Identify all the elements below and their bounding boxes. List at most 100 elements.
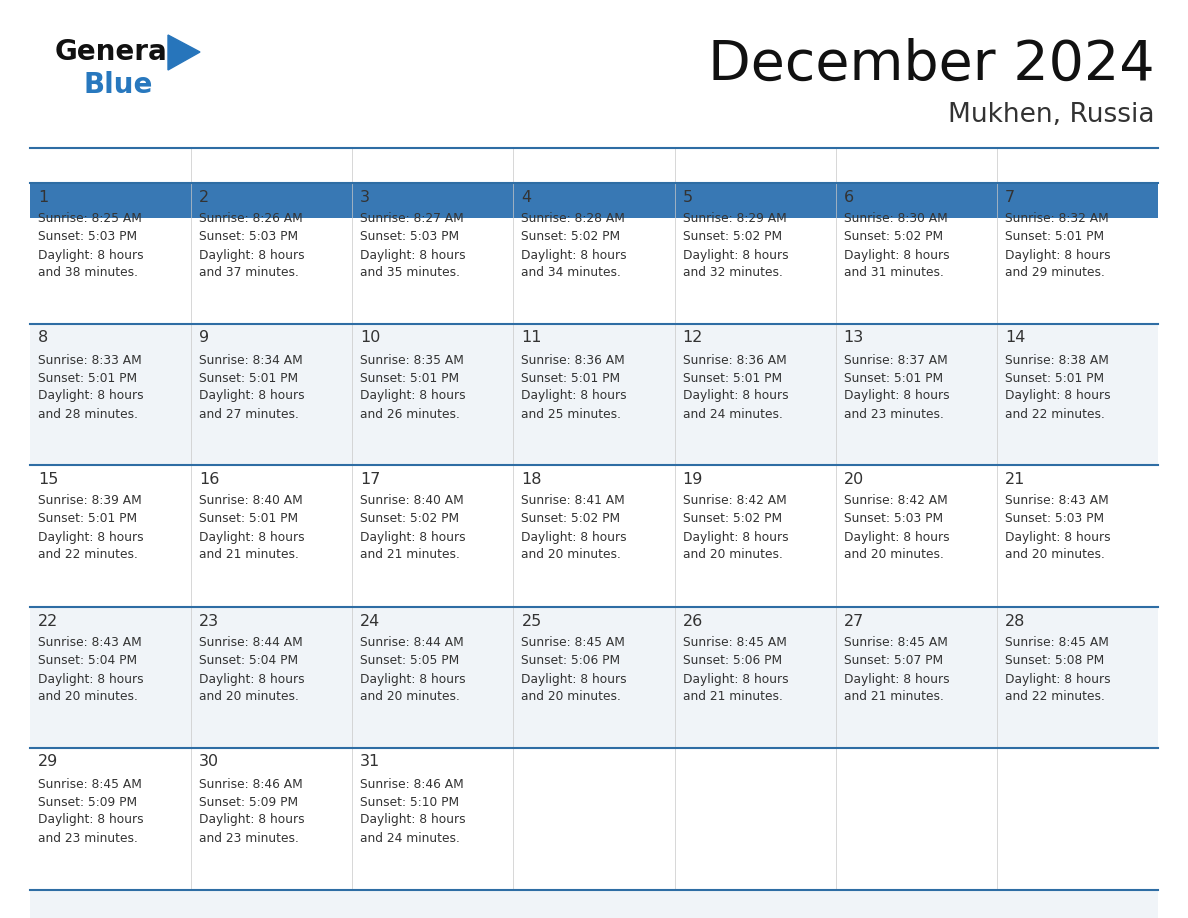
Text: and 32 minutes.: and 32 minutes. — [683, 266, 783, 279]
Bar — [997, 183, 1158, 218]
Bar — [835, 183, 997, 218]
Text: Sunset: 5:02 PM: Sunset: 5:02 PM — [360, 512, 460, 525]
Text: Blue: Blue — [83, 71, 152, 99]
Text: and 26 minutes.: and 26 minutes. — [360, 408, 460, 420]
Text: Daylight: 8 hours: Daylight: 8 hours — [38, 531, 144, 543]
Text: Daylight: 8 hours: Daylight: 8 hours — [360, 389, 466, 402]
Text: Sunrise: 8:36 AM: Sunrise: 8:36 AM — [683, 353, 786, 366]
Text: Daylight: 8 hours: Daylight: 8 hours — [360, 673, 466, 686]
Text: 7: 7 — [1005, 189, 1015, 205]
Text: Sunset: 5:02 PM: Sunset: 5:02 PM — [683, 512, 782, 525]
Bar — [353, 183, 513, 218]
Text: Sunset: 5:01 PM: Sunset: 5:01 PM — [1005, 372, 1104, 385]
Text: and 35 minutes.: and 35 minutes. — [360, 266, 460, 279]
Text: Friday: Friday — [843, 158, 892, 173]
Text: and 20 minutes.: and 20 minutes. — [38, 690, 138, 703]
Text: and 21 minutes.: and 21 minutes. — [200, 548, 299, 562]
Bar — [30, 748, 1158, 889]
Text: Sunset: 5:08 PM: Sunset: 5:08 PM — [1005, 655, 1104, 667]
Text: 28: 28 — [1005, 613, 1025, 629]
Text: 30: 30 — [200, 755, 220, 769]
Text: Sunset: 5:02 PM: Sunset: 5:02 PM — [522, 512, 620, 525]
Text: Daylight: 8 hours: Daylight: 8 hours — [200, 249, 305, 262]
Text: and 22 minutes.: and 22 minutes. — [1005, 690, 1105, 703]
Text: and 28 minutes.: and 28 minutes. — [38, 408, 138, 420]
Text: and 21 minutes.: and 21 minutes. — [843, 690, 943, 703]
Text: and 24 minutes.: and 24 minutes. — [683, 408, 783, 420]
Text: Sunrise: 8:46 AM: Sunrise: 8:46 AM — [200, 778, 303, 790]
Text: and 20 minutes.: and 20 minutes. — [843, 548, 943, 562]
Text: Sunrise: 8:45 AM: Sunrise: 8:45 AM — [683, 636, 786, 650]
Text: 16: 16 — [200, 472, 220, 487]
Bar — [30, 890, 1158, 918]
Text: Sunset: 5:07 PM: Sunset: 5:07 PM — [843, 655, 943, 667]
Text: Sunrise: 8:42 AM: Sunrise: 8:42 AM — [843, 495, 948, 508]
Text: Sunrise: 8:43 AM: Sunrise: 8:43 AM — [1005, 495, 1108, 508]
Bar — [30, 324, 1158, 465]
Text: Sunrise: 8:27 AM: Sunrise: 8:27 AM — [360, 212, 465, 226]
Text: Sunrise: 8:41 AM: Sunrise: 8:41 AM — [522, 495, 625, 508]
Text: and 21 minutes.: and 21 minutes. — [360, 548, 460, 562]
Text: Sunset: 5:01 PM: Sunset: 5:01 PM — [38, 512, 137, 525]
Text: 26: 26 — [683, 613, 703, 629]
Text: Daylight: 8 hours: Daylight: 8 hours — [1005, 249, 1111, 262]
Text: and 34 minutes.: and 34 minutes. — [522, 266, 621, 279]
Text: Sunrise: 8:39 AM: Sunrise: 8:39 AM — [38, 495, 141, 508]
Text: Daylight: 8 hours: Daylight: 8 hours — [38, 673, 144, 686]
Text: 24: 24 — [360, 613, 380, 629]
Text: Daylight: 8 hours: Daylight: 8 hours — [200, 531, 305, 543]
Text: Sunrise: 8:36 AM: Sunrise: 8:36 AM — [522, 353, 625, 366]
Text: Wednesday: Wednesday — [522, 158, 614, 173]
Text: Sunset: 5:03 PM: Sunset: 5:03 PM — [360, 230, 460, 243]
Text: 15: 15 — [38, 472, 58, 487]
Bar — [191, 183, 353, 218]
Text: 3: 3 — [360, 189, 371, 205]
Bar — [30, 607, 1158, 749]
Text: 17: 17 — [360, 472, 380, 487]
Text: Sunrise: 8:45 AM: Sunrise: 8:45 AM — [522, 636, 625, 650]
Text: Daylight: 8 hours: Daylight: 8 hours — [683, 249, 788, 262]
Text: Sunday: Sunday — [38, 158, 99, 173]
Text: and 23 minutes.: and 23 minutes. — [200, 832, 299, 845]
Text: Sunset: 5:03 PM: Sunset: 5:03 PM — [843, 512, 943, 525]
Text: and 25 minutes.: and 25 minutes. — [522, 408, 621, 420]
Text: 10: 10 — [360, 330, 380, 345]
Bar — [513, 183, 675, 218]
Text: 4: 4 — [522, 189, 531, 205]
Text: and 20 minutes.: and 20 minutes. — [200, 690, 299, 703]
Text: Daylight: 8 hours: Daylight: 8 hours — [522, 389, 627, 402]
Text: Daylight: 8 hours: Daylight: 8 hours — [360, 531, 466, 543]
Text: 8: 8 — [38, 330, 49, 345]
Text: 21: 21 — [1005, 472, 1025, 487]
Text: Sunrise: 8:44 AM: Sunrise: 8:44 AM — [360, 636, 465, 650]
Text: Daylight: 8 hours: Daylight: 8 hours — [38, 249, 144, 262]
Text: Monday: Monday — [200, 158, 263, 173]
Text: Sunrise: 8:45 AM: Sunrise: 8:45 AM — [1005, 636, 1108, 650]
Text: Daylight: 8 hours: Daylight: 8 hours — [360, 813, 466, 826]
Text: Sunrise: 8:35 AM: Sunrise: 8:35 AM — [360, 353, 465, 366]
Text: 11: 11 — [522, 330, 542, 345]
Text: Sunrise: 8:43 AM: Sunrise: 8:43 AM — [38, 636, 141, 650]
Text: and 21 minutes.: and 21 minutes. — [683, 690, 783, 703]
Text: Sunset: 5:09 PM: Sunset: 5:09 PM — [38, 796, 137, 809]
Text: Daylight: 8 hours: Daylight: 8 hours — [843, 249, 949, 262]
Text: Daylight: 8 hours: Daylight: 8 hours — [200, 673, 305, 686]
Text: Sunrise: 8:46 AM: Sunrise: 8:46 AM — [360, 778, 465, 790]
Text: Saturday: Saturday — [1005, 158, 1078, 173]
Text: 25: 25 — [522, 613, 542, 629]
Text: Daylight: 8 hours: Daylight: 8 hours — [1005, 673, 1111, 686]
Text: and 27 minutes.: and 27 minutes. — [200, 408, 299, 420]
Text: 5: 5 — [683, 189, 693, 205]
Text: 29: 29 — [38, 755, 58, 769]
Text: Sunset: 5:01 PM: Sunset: 5:01 PM — [200, 512, 298, 525]
Text: Sunrise: 8:26 AM: Sunrise: 8:26 AM — [200, 212, 303, 226]
Text: Sunset: 5:02 PM: Sunset: 5:02 PM — [522, 230, 620, 243]
Text: 27: 27 — [843, 613, 864, 629]
Text: Daylight: 8 hours: Daylight: 8 hours — [683, 673, 788, 686]
Text: and 23 minutes.: and 23 minutes. — [38, 832, 138, 845]
Text: Sunset: 5:10 PM: Sunset: 5:10 PM — [360, 796, 460, 809]
Text: Sunset: 5:03 PM: Sunset: 5:03 PM — [200, 230, 298, 243]
Text: Thursday: Thursday — [683, 158, 758, 173]
Text: and 22 minutes.: and 22 minutes. — [38, 548, 138, 562]
Text: Daylight: 8 hours: Daylight: 8 hours — [200, 389, 305, 402]
